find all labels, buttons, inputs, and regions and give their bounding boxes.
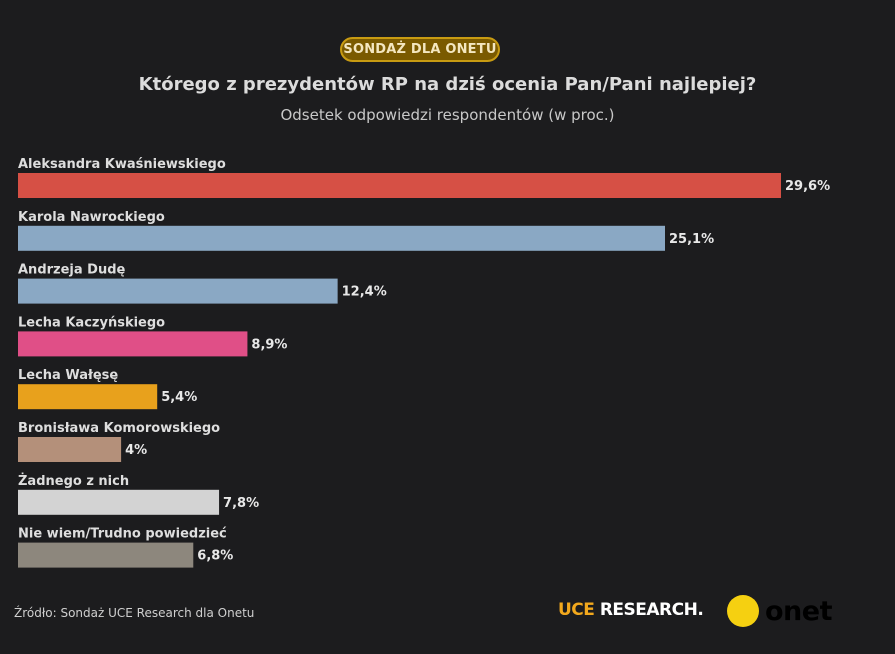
poll-badge: SONDAŻ DLA ONETU xyxy=(340,37,500,62)
category-label: Bronisława Komorowskiego xyxy=(18,421,220,436)
bar xyxy=(18,489,220,515)
chart-title: Którego z prezydentów RP na dziś ocenia … xyxy=(138,74,757,95)
onet-logo: onet xyxy=(727,594,833,628)
onet-logo-text: onet xyxy=(765,595,833,627)
bar xyxy=(18,542,194,568)
value-label: 29,6% xyxy=(785,179,830,194)
bar xyxy=(18,437,122,462)
value-label: 8,9% xyxy=(251,337,287,352)
value-label: 5,4% xyxy=(161,390,197,405)
onet-dot-icon xyxy=(727,595,759,627)
bar xyxy=(18,331,248,357)
category-label: Lecha Wałęsę xyxy=(18,368,118,383)
uce-logo-part: UCE xyxy=(558,600,595,620)
research-logo-part: RESEARCH. xyxy=(599,600,704,620)
value-label: 4% xyxy=(125,443,147,458)
chart-subtitle: Odsetek odpowiedzi respondentów (w proc.… xyxy=(280,106,615,124)
bar xyxy=(18,278,338,304)
uce-research-logo: UCE RESEARCH. xyxy=(558,600,704,620)
bar xyxy=(18,173,781,198)
bar-chart: Aleksandra Kwaśniewskiego 29,6% Karola Naw… xyxy=(18,157,830,568)
source-note: Źródło: Sondaż UCE Research dla Onetu xyxy=(14,606,255,620)
value-label: 6,8% xyxy=(197,549,233,564)
value-label: 25,1% xyxy=(669,232,714,247)
category-label: Karola Nawrockiego xyxy=(18,210,165,225)
category-label: Andrzeja Dudę xyxy=(18,263,126,278)
bar xyxy=(18,225,666,251)
value-label: 12,4% xyxy=(342,285,387,300)
category-label: Nie wiem/Trudno powiedzieć xyxy=(18,527,227,542)
category-label: Aleksandra Kwaśniewskiego xyxy=(18,157,226,172)
category-label: Lecha Kaczyńskiego xyxy=(18,315,165,330)
bar xyxy=(18,384,158,410)
category-label: Żadnego z nich xyxy=(18,473,129,489)
value-label: 7,8% xyxy=(223,496,259,511)
